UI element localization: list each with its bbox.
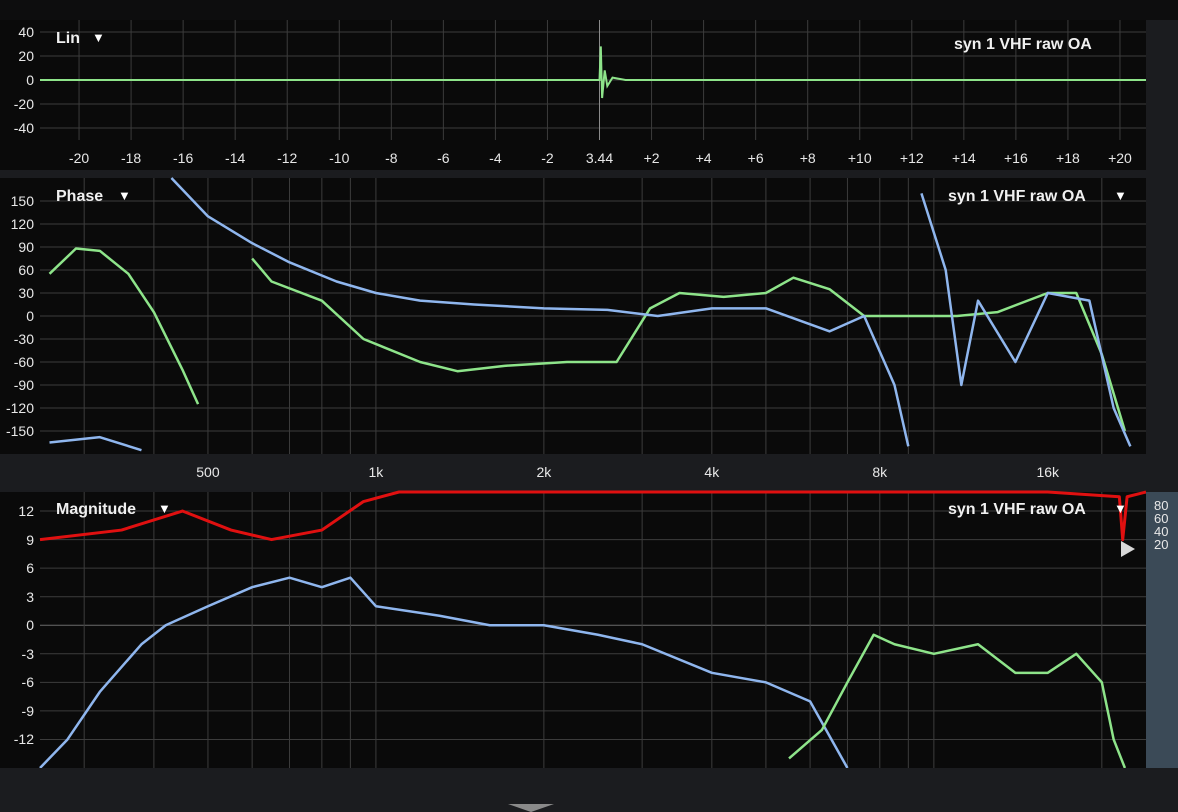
phase-y-tick: -30	[13, 331, 34, 347]
lin-x-tick: -4	[489, 150, 502, 166]
phase-x-tick: 500	[196, 464, 220, 480]
phase-title[interactable]: Phase	[56, 188, 104, 205]
lin-y-tick: 40	[18, 24, 34, 40]
magnitude-y-tick: 12	[18, 503, 34, 520]
phase-x-tick: 16k	[1036, 464, 1060, 480]
lin-x-tick: +16	[1004, 150, 1028, 166]
phase-y-tick: -120	[5, 400, 34, 416]
lin-x-tick: -12	[277, 150, 298, 166]
lin-x-tick: -14	[225, 150, 246, 166]
phase-x-tick: 2k	[536, 464, 552, 480]
lin-x-tick: +2	[643, 150, 660, 166]
magnitude-y-tick: -3	[21, 645, 34, 662]
magnitude-y-tick: -9	[21, 702, 34, 719]
phase-trace-blue	[170, 177, 910, 447]
magnitude-y-tick: 6	[26, 560, 34, 577]
lin-x-tick: -10	[329, 150, 350, 166]
phase-trace-blue	[49, 435, 142, 452]
bottom-bar	[0, 768, 1178, 812]
lin-x-tick: +14	[951, 150, 976, 166]
lin-plot-area	[0, 20, 1146, 170]
top-toolbar-strip	[0, 0, 1178, 20]
phase-x-tick: 4k	[704, 464, 720, 480]
magnitude-trace-blue	[39, 576, 849, 769]
phase-trace-green	[251, 257, 1127, 432]
magnitude-y-tick: -12	[13, 731, 34, 748]
magnitude-y-tick: 0	[26, 617, 34, 634]
phase-grid	[40, 178, 1146, 454]
phase-y-tick: -60	[13, 354, 34, 370]
phase-y-tick: 150	[10, 193, 34, 209]
lin-x-tick: -8	[385, 150, 398, 166]
phase-y-tick: 90	[18, 239, 34, 255]
magnitude-y-tick: 3	[26, 588, 34, 605]
lin-y-tick: 0	[26, 72, 34, 88]
lin-title[interactable]: Lin	[56, 30, 80, 47]
lin-x-tick: -6	[437, 150, 450, 166]
magnitude-trace-green	[788, 633, 1127, 769]
coherence-tick: 20	[1154, 537, 1169, 552]
phase-x-tick: 1k	[368, 464, 384, 480]
lin-y-tick: -40	[13, 120, 34, 136]
lin-x-tick: +20	[1108, 150, 1132, 166]
magnitude-y-tick: 9	[26, 531, 34, 548]
lin-x-tick: -20	[68, 150, 90, 166]
magnitude-grid	[40, 492, 1146, 768]
coherence-scale	[1146, 492, 1178, 768]
phase-y-tick: -90	[13, 377, 34, 393]
magnitude-title[interactable]: Magnitude	[56, 501, 136, 518]
phase-dropdown-icon[interactable]: ▼	[118, 188, 131, 203]
phase-y-tick: 60	[18, 262, 34, 278]
lin-x-tick: +4	[695, 150, 712, 166]
phase-trace-green	[48, 247, 200, 405]
magnitude-dropdown-icon[interactable]: ▼	[158, 501, 171, 516]
phase-trace-label: syn 1 VHF raw OA	[948, 188, 1086, 205]
lin-x-tick: +10	[847, 150, 872, 166]
phase-trace-blue	[920, 192, 1132, 447]
lin-dropdown-icon[interactable]: ▼	[92, 30, 105, 45]
lin-x-tick: +18	[1056, 150, 1080, 166]
lin-trace-label: syn 1 VHF raw OA	[954, 36, 1092, 53]
lin-x-tick: -18	[120, 150, 142, 166]
lin-y-tick: -20	[13, 96, 34, 112]
lin-impulse-trace	[40, 46, 1146, 99]
magnitude-trace-label: syn 1 VHF raw OA	[948, 501, 1086, 518]
phase-trace-dropdown-icon[interactable]: ▼	[1114, 188, 1127, 203]
phase-y-tick: 0	[26, 308, 34, 324]
coherence-tick: 40	[1154, 524, 1169, 539]
phase-y-tick: 120	[10, 216, 34, 232]
lin-traces	[40, 46, 1146, 99]
lin-y-tick: 20	[18, 48, 34, 64]
lin-x-tick: 3.44	[585, 150, 614, 166]
magnitude-y-tick: -6	[21, 674, 34, 691]
coherence-tick: 80	[1154, 498, 1169, 513]
lin-x-tick: -16	[173, 150, 194, 166]
lin-x-tick: +8	[799, 150, 816, 166]
lin-x-tick: -2	[541, 150, 554, 166]
magnitude-traces	[39, 490, 1147, 769]
phase-x-tick: 8k	[872, 464, 888, 480]
lin-x-tick: +6	[747, 150, 764, 166]
phase-y-tick: 30	[18, 285, 34, 301]
phase-y-tick: -150	[5, 423, 34, 439]
lin-x-tick: +12	[899, 150, 924, 166]
magnitude-trace-dropdown-icon[interactable]: ▼	[1114, 501, 1127, 516]
coherence-tick: 60	[1154, 511, 1169, 526]
phase-traces	[48, 177, 1132, 452]
coherence-trace-red	[39, 490, 1147, 542]
